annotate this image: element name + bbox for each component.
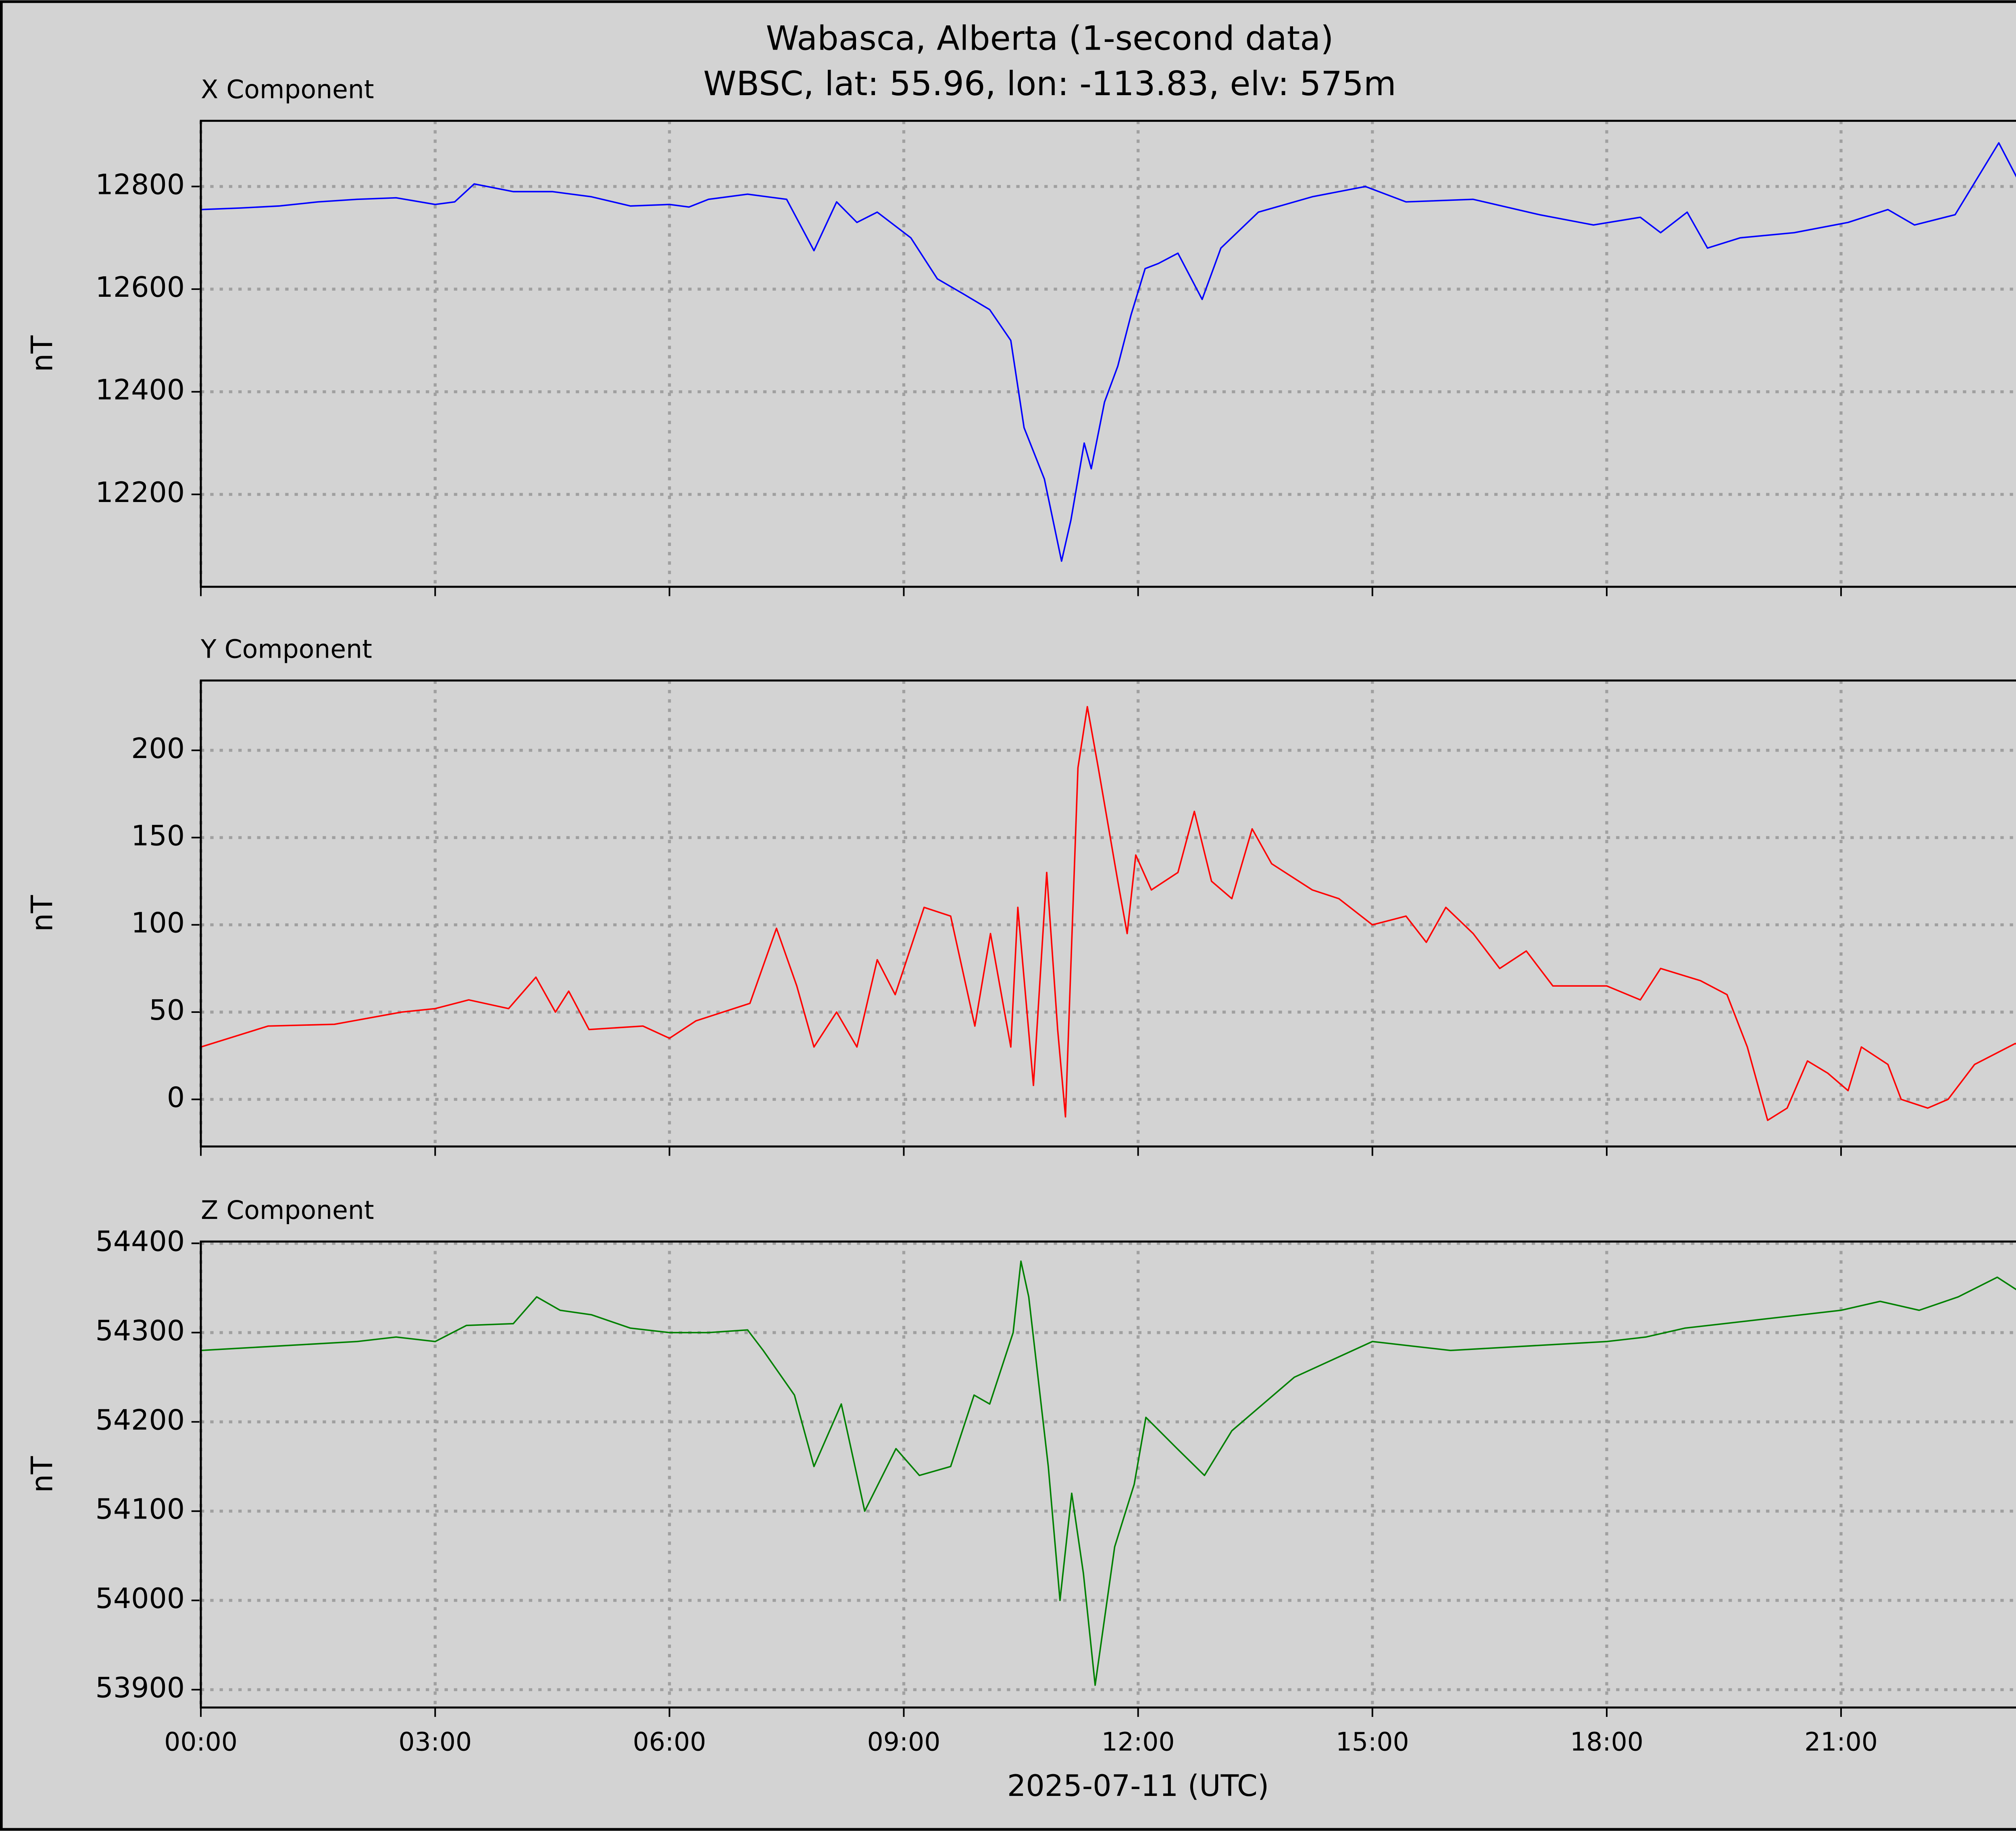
data-line	[201, 1260, 2016, 1686]
y-tick-label: 200	[131, 732, 185, 765]
x-tick-label: 15:00	[1336, 1727, 1409, 1756]
y-tick-label: 54000	[95, 1582, 185, 1615]
y-tick-label: 53900	[95, 1672, 185, 1704]
data-line	[200, 706, 2016, 1121]
y-tick-label: 12400	[95, 374, 185, 406]
data-line	[201, 142, 2016, 562]
y-tick-label: 54400	[95, 1225, 185, 1258]
y-tick-label: 50	[149, 994, 185, 1027]
panel-title: X Component	[201, 75, 374, 104]
y-tick-label: 12600	[95, 271, 185, 304]
x-tick-label: 12:00	[1102, 1727, 1175, 1756]
figure-subtitle: WBSC, lat: 55.96, lon: -113.83, elv: 575…	[703, 64, 1396, 103]
y-tick-label: 12200	[95, 476, 185, 509]
panel-title: Y Component	[200, 634, 372, 664]
plot-frame	[200, 679, 2016, 1148]
y-axis-label: nT	[25, 1456, 60, 1493]
x-tick-label: 00:00	[164, 1727, 237, 1756]
y-axis-label: nT	[25, 895, 60, 932]
y-tick-label: 100	[131, 907, 185, 939]
plot-area	[201, 680, 2016, 1147]
x-tick-label: 18:00	[1570, 1727, 1643, 1756]
figure-title: Wabasca, Alberta (1-second data)	[766, 19, 1333, 58]
y-tick-label: 54100	[95, 1493, 185, 1526]
y-tick-label: 54300	[95, 1314, 185, 1347]
y-tick-label: 54200	[95, 1404, 185, 1436]
y-tick-label: 150	[131, 819, 185, 852]
x-tick-label: 06:00	[633, 1727, 706, 1756]
plot-frame	[200, 1240, 2016, 1709]
x-tick-label: 09:00	[867, 1727, 941, 1756]
plot-area	[201, 121, 2016, 587]
plot-area	[201, 1241, 2016, 1708]
panel-title: Z Component	[201, 1195, 374, 1225]
x-tick-label: 03:00	[398, 1727, 472, 1756]
y-tick-label: 0	[167, 1081, 185, 1114]
plot-frame	[200, 120, 2016, 588]
x-tick-label: 21:00	[1804, 1727, 1878, 1756]
x-axis-label: 2025-07-11 (UTC)	[1007, 1769, 1269, 1803]
y-tick-label: 12800	[95, 169, 185, 201]
y-axis-label: nT	[25, 335, 60, 372]
